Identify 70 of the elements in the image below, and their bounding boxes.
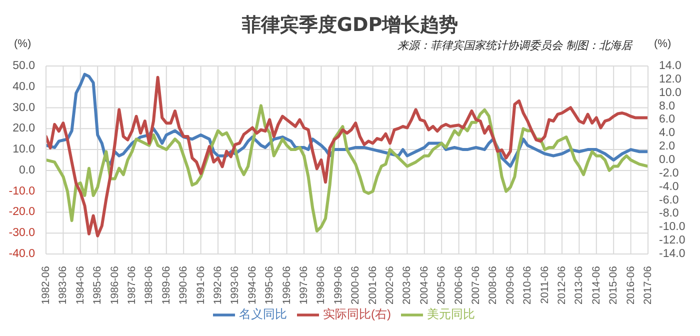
x-tick-label: 2017-06 (642, 266, 654, 305)
x-tick-label: 2011-06 (538, 266, 551, 304)
y2-tick-label: -8.0 (659, 208, 679, 220)
y2-tick-label: 6.0 (659, 114, 675, 126)
x-tick-label: 2013-06 (573, 266, 586, 305)
x-tick-label: 1986-06 (108, 266, 121, 305)
y2-tick-label: 8.0 (659, 100, 675, 112)
x-tick-label: 1990-06 (178, 266, 190, 305)
chart-title: 菲律宾季度GDP增长趋势 (240, 13, 460, 38)
x-tick-label: 1987-06 (126, 266, 138, 305)
y2-tick-label: -14.0 (659, 248, 686, 260)
x-tick-label: 2015-06 (608, 266, 620, 305)
x-tick-label: 1999-06 (332, 266, 344, 305)
x-tick-label: 1985-06 (92, 266, 104, 305)
y2-tick-label: -10.0 (659, 221, 686, 234)
y-tick-label: 20.0 (12, 122, 35, 135)
y2-tick-label: 0.0 (659, 154, 675, 166)
y2-tick-label: 14.0 (659, 60, 682, 72)
y2-tick-label: 2.0 (659, 140, 675, 153)
x-tick-label: 1989-06 (160, 266, 172, 305)
x-tick-label: 1983-06 (57, 266, 70, 305)
x-tick-label: 2007-06 (470, 266, 482, 305)
x-tick-label: 1984-06 (74, 266, 86, 305)
x-tick-label: 1992-06 (212, 266, 224, 305)
y2-tick-label: -6.0 (659, 194, 679, 206)
y2-tick-label: -12.0 (659, 234, 686, 247)
x-tick-label: 2001-06 (366, 266, 379, 305)
y-tick-label: -10.0 (8, 185, 35, 198)
y2-tick-label: 4.0 (659, 127, 675, 140)
legend-label: 实际同比(右) (323, 307, 391, 322)
legend-label: 名义同比 (239, 307, 287, 322)
x-tick-label: 2000-06 (350, 266, 362, 305)
y-tick-label: -40.0 (8, 248, 35, 260)
x-tick-label: 1988-06 (143, 266, 156, 305)
y2-tick-label: -2.0 (659, 167, 679, 180)
legend-label: 美元同比 (427, 307, 475, 322)
x-tick-label: 1996-06 (280, 266, 293, 305)
x-tick-label: 1993-06 (229, 266, 242, 305)
x-tick-label: 2014-06 (590, 266, 602, 305)
y-axis-title: (%) (14, 38, 32, 50)
source-note: 来源：菲律宾国家统计协调委员会 制图：北海居 (398, 38, 632, 53)
y-tick-label: 0.0 (19, 164, 35, 176)
x-tick-label: 2008-06 (487, 266, 500, 305)
x-tick-label: 1995-06 (264, 266, 276, 305)
x-tick-label: 2006-06 (452, 266, 465, 305)
line-series (46, 76, 648, 238)
x-tick-label: 1997-06 (298, 266, 310, 305)
y-tick-label: 10.0 (12, 144, 35, 156)
y-tick-label: 30.0 (12, 102, 35, 114)
y-tick-label: 50.0 (12, 60, 35, 72)
y2-axis-title: (%) (654, 38, 672, 50)
y-tick-label: 40.0 (12, 80, 35, 93)
y2-tick-label: 12.0 (659, 73, 682, 86)
x-tick-label: 2002-06 (384, 266, 396, 305)
x-tick-label: 2012-06 (556, 266, 568, 305)
x-tick-label: 2004-06 (418, 266, 430, 305)
line-series (46, 104, 648, 233)
y2-tick-label: 10.0 (659, 86, 682, 99)
x-tick-label: 1982-06 (40, 266, 52, 305)
x-tick-label: 2003-06 (401, 266, 414, 305)
x-tick-label: 1994-06 (246, 266, 258, 305)
x-tick-label: 2016-06 (624, 266, 637, 305)
x-tick-label: 2010-06 (522, 266, 534, 305)
x-tick-label: 1991-06 (194, 266, 207, 305)
y2-tick-label: -4.0 (659, 180, 679, 193)
x-tick-label: 2009-06 (504, 266, 516, 305)
y-tick-label: -30.0 (8, 227, 35, 240)
x-tick-label: 2005-06 (436, 266, 448, 305)
y-tick-label: -20.0 (8, 206, 35, 218)
x-tick-label: 1998-06 (315, 266, 328, 305)
